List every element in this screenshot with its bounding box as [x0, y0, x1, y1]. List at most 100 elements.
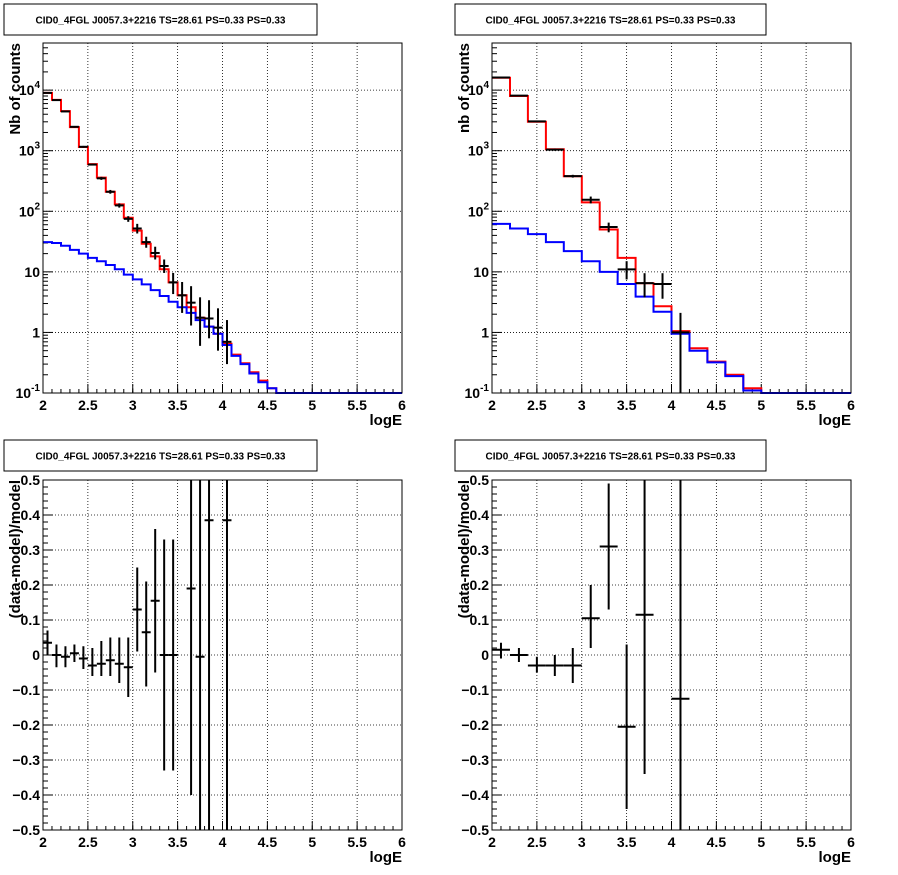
y-tick-label: −0.1	[461, 682, 489, 698]
data-point	[581, 196, 600, 204]
data-point	[563, 648, 582, 683]
data-point	[635, 480, 654, 774]
data-point	[509, 94, 528, 97]
y-tick-base: 10	[468, 203, 484, 219]
y-tick-label: 0.2	[470, 577, 490, 593]
x-axis-label: logE	[819, 412, 852, 429]
data-point	[177, 281, 187, 313]
chart-title-box	[3, 439, 318, 472]
data-point	[671, 480, 690, 830]
data-point	[527, 656, 546, 673]
x-tick-label: 5	[757, 834, 765, 850]
data-point	[545, 148, 564, 151]
y-tick-label: 0.5	[470, 472, 490, 488]
y-tick-label: 0.5	[21, 472, 41, 488]
y-tick-exponent: 2	[483, 201, 489, 212]
plot-frame	[491, 479, 852, 831]
data-point	[492, 76, 510, 79]
data-point	[132, 223, 142, 234]
x-tick-label: 5.5	[796, 397, 816, 413]
x-tick-label: 2	[488, 834, 496, 850]
x-tick-label: 4.5	[258, 397, 278, 413]
x-tick-label: 5.5	[347, 397, 367, 413]
chart-title: CID0_4FGL J0057.3+2216 TS=28.61 PS=0.33 …	[486, 16, 736, 27]
y-tick-label: 0.1	[21, 612, 41, 628]
y-tick-label: 0	[32, 647, 40, 663]
x-axis-label: logE	[370, 412, 403, 429]
x-tick-label: 5	[757, 397, 765, 413]
data-point	[150, 246, 160, 260]
data-point	[599, 483, 618, 610]
x-tick-label: 3.5	[617, 397, 637, 413]
y-axis-label: (data-model)/model	[456, 480, 473, 618]
x-tick-label: 4.5	[707, 834, 727, 850]
x-tick-label: 2	[39, 834, 47, 850]
x-tick-label: 2.5	[78, 397, 98, 413]
data-point	[150, 529, 160, 673]
y-tick-exponent: 4	[34, 80, 40, 91]
y-tick-label: −0.4	[461, 787, 489, 803]
chart-title: CID0_4FGL J0057.3+2216 TS=28.61 PS=0.33 …	[36, 16, 286, 27]
data-point	[617, 261, 636, 280]
data-point	[60, 110, 70, 113]
data-point	[123, 216, 133, 222]
y-tick-label: 0.1	[470, 612, 490, 628]
y-axis-label: Nb of counts	[7, 43, 24, 135]
data-point	[545, 655, 564, 676]
x-tick-label: 4.5	[707, 397, 727, 413]
x-tick-label: 2	[488, 397, 496, 413]
data-point	[186, 480, 196, 795]
data-point	[195, 297, 205, 346]
x-tick-label: 3.5	[168, 397, 188, 413]
x-tick-label: 6	[847, 397, 855, 413]
chart-panel-4: CID0_4FGL J0057.3+2216 TS=28.61 PS=0.33 …	[454, 439, 855, 866]
y-tick-label: 10-1	[16, 383, 41, 401]
y-tick-base: 10	[19, 82, 35, 98]
data-point	[87, 163, 97, 166]
y-tick-base: 10	[465, 385, 481, 401]
chart-title-box	[454, 3, 767, 36]
data-point	[69, 125, 79, 128]
x-tick-label: 3.5	[617, 834, 637, 850]
x-tick-label: 3	[129, 397, 137, 413]
x-tick-label: 3	[578, 834, 586, 850]
chart-panel-2: CID0_4FGL J0057.3+2216 TS=28.61 PS=0.33 …	[454, 3, 855, 429]
chart-title-box	[3, 3, 318, 36]
plot-frame	[42, 42, 403, 394]
data-point	[563, 174, 582, 178]
x-tick-label: 2.5	[527, 834, 547, 850]
x-tick-label: 5	[308, 397, 316, 413]
data-point	[492, 642, 510, 659]
data-point	[96, 176, 106, 180]
data-point	[78, 145, 88, 148]
y-axis-label: (data-model)/model	[7, 480, 24, 618]
x-tick-label: 5.5	[347, 834, 367, 850]
x-tick-label: 5.5	[796, 834, 816, 850]
y-tick-exponent: 3	[34, 141, 40, 152]
chart-panel-1: CID0_4FGL J0057.3+2216 TS=28.61 PS=0.33 …	[3, 3, 406, 429]
y-tick-label: −0.5	[461, 822, 489, 838]
y-tick-label: 104	[19, 80, 41, 98]
y-tick-label: −0.3	[461, 752, 489, 768]
data-point	[159, 539, 169, 771]
data-point	[114, 203, 124, 208]
x-axis-label: logE	[370, 849, 403, 866]
chart-title: CID0_4FGL J0057.3+2216 TS=28.61 PS=0.33 …	[36, 452, 286, 463]
y-tick-exponent: 3	[483, 141, 489, 152]
x-tick-label: 4	[668, 834, 676, 850]
data-point	[213, 308, 223, 351]
data-point	[159, 259, 169, 273]
data-point	[527, 120, 546, 123]
y-tick-label: −0.3	[12, 752, 40, 768]
data-point	[87, 648, 97, 676]
data-point	[617, 644, 636, 809]
data-point	[509, 648, 528, 662]
y-tick-label: 0.3	[470, 542, 490, 558]
y-tick-exponent: 2	[34, 201, 40, 212]
x-tick-label: 4	[219, 397, 227, 413]
x-tick-label: 3	[129, 834, 137, 850]
y-tick-base: 10	[19, 203, 35, 219]
y-tick-label: −0.1	[12, 682, 40, 698]
data-point	[204, 300, 214, 339]
y-tick-label: 0.2	[21, 577, 41, 593]
